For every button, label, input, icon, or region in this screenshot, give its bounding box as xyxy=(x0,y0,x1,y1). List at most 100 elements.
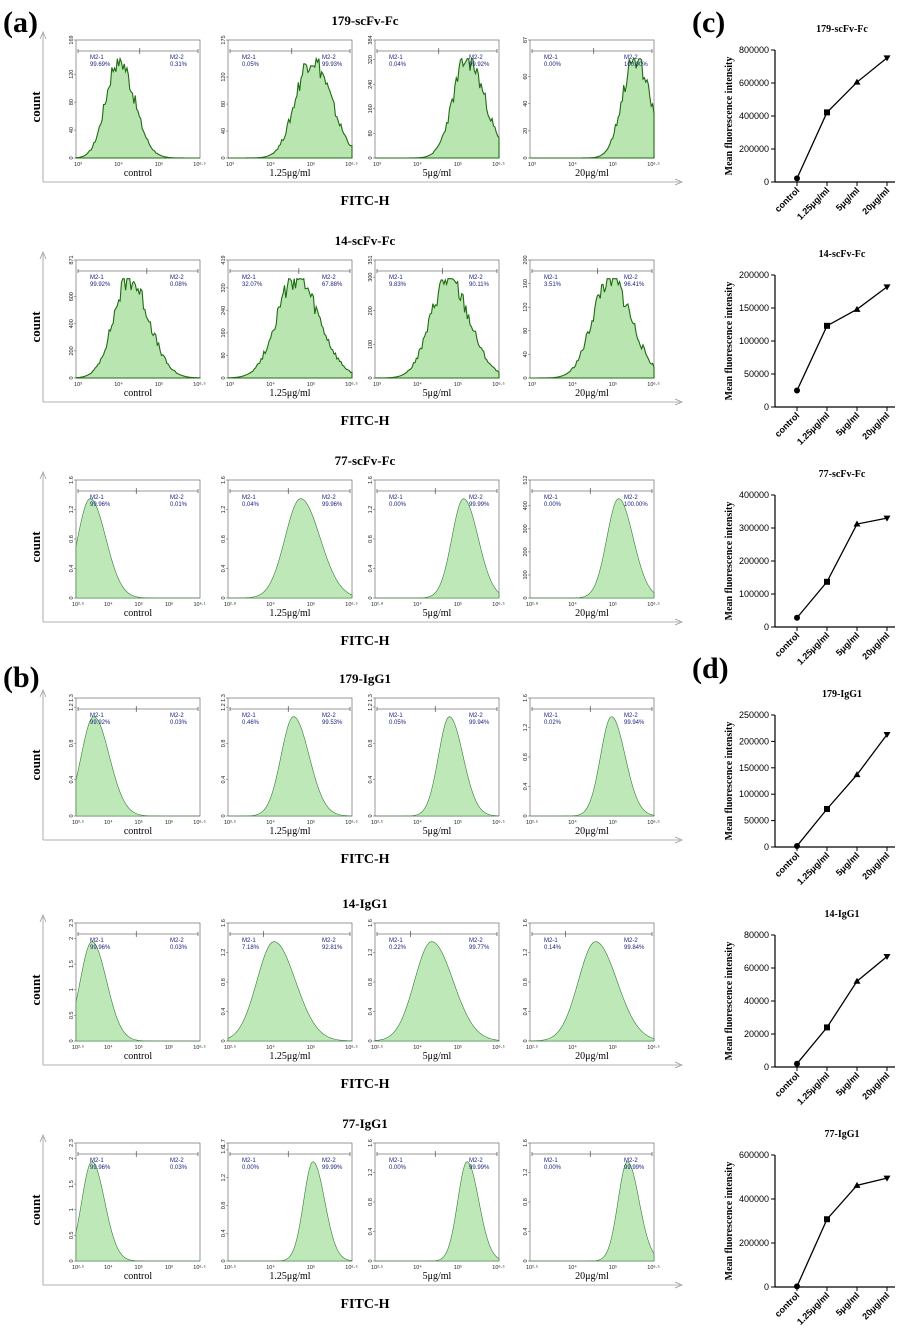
y-tick-label: 1.6 xyxy=(523,694,529,702)
gate-value-m21: 0.00% xyxy=(544,502,562,508)
count-axis-arrow xyxy=(39,30,47,40)
y-tick-label: 0 xyxy=(221,596,227,599)
fitc-axis-arrow xyxy=(674,1281,684,1289)
histogram-curve xyxy=(375,57,500,159)
y-tick-label: 1.2 xyxy=(221,506,227,514)
x-tick-label: 10²·⁶ xyxy=(72,601,84,608)
gate-value-m22: 99.53% xyxy=(322,720,343,726)
flow-row-title: 14-IgG1 xyxy=(342,896,388,911)
gate-label-m22: M2-2 xyxy=(170,495,184,501)
gate-label-m21: M2-1 xyxy=(90,275,104,281)
gate-value-m21: 99.96% xyxy=(90,945,111,951)
mfi-category-label: 1.25μg/ml xyxy=(795,1070,831,1106)
gate-value-m21: 0.05% xyxy=(389,720,407,726)
x-tick-label: 10²·⁵ xyxy=(526,1264,538,1271)
x-tick-label: 10⁴ xyxy=(413,1264,422,1271)
gate-label-m21: M2-1 xyxy=(242,938,256,944)
mfi-category-label: 5μg/ml xyxy=(834,410,862,438)
condition-label: 1.25μg/ml xyxy=(269,388,310,399)
histogram-plot: M2-10.46% M2-299.53% 0 0.4 0.8 1.21.3 10²·⁵ 10⁴… xyxy=(221,694,358,837)
y-tick-label: 0.4 xyxy=(221,1008,227,1016)
condition-label: 1.25μg/ml xyxy=(269,1051,310,1062)
x-tick-label: 10⁵ xyxy=(307,819,315,826)
x-tick-label: 10²·⁵ xyxy=(371,1264,383,1271)
mfi-chart-2: 77-scFv-Fc Mean fluorescence intensity 0 10… xyxy=(724,469,895,667)
x-tick-label: 10⁵ xyxy=(454,819,462,826)
y-tick-label: 384 xyxy=(368,35,374,44)
y-tick-label: 0.4 xyxy=(523,1008,529,1016)
mfi-category-label: 20μg/ml xyxy=(860,850,891,881)
gate-label-m21: M2-1 xyxy=(242,1158,256,1164)
gate-label-m22: M2-2 xyxy=(624,1158,638,1164)
mfi-category-label: 5μg/ml xyxy=(834,850,862,878)
x-tick-label: 10²·⁵ xyxy=(526,819,538,826)
fitc-axis-arrow xyxy=(674,618,684,626)
count-axis-arrow xyxy=(39,1133,47,1143)
flow-xlabel: FITC-H xyxy=(341,414,390,429)
gate-value-m21: 99.92% xyxy=(90,282,111,288)
condition-label: 20μg/ml xyxy=(575,388,609,399)
histogram-plot: M2-19.83% M2-290.11% 0 100 200 300 351 10³ 10⁴ 10… xyxy=(368,255,505,399)
panel-label: (a) xyxy=(3,6,38,39)
fitc-axis-arrow xyxy=(674,836,684,844)
gate-value-m22: 0.03% xyxy=(170,1165,188,1171)
x-tick-label: 10⁶ xyxy=(165,1264,173,1271)
mfi-y-tick-label: 150000 xyxy=(739,763,769,773)
histogram-curve xyxy=(530,1161,655,1262)
gate-label-m22: M2-2 xyxy=(322,1158,336,1164)
gate-value-m21: 9.83% xyxy=(389,282,407,288)
count-axis-arrow xyxy=(39,913,47,923)
gate-value-m22: 0.03% xyxy=(170,945,188,951)
gate-label-m21: M2-1 xyxy=(90,495,104,501)
histogram-plot: M2-10.00% M2-299.99% 0 0.4 0.8 1.2 1.6 10²·⁵ 10⁴… xyxy=(368,1139,505,1282)
y-tick-label: 1.2 xyxy=(523,949,529,957)
mfi-series-line xyxy=(796,955,888,1065)
gate-label-m22: M2-2 xyxy=(469,275,483,281)
condition-label: 20μg/ml xyxy=(575,1271,609,1282)
mfi-y-tick-label: 0 xyxy=(764,402,769,412)
gate-label-m21: M2-1 xyxy=(389,1158,403,1164)
gate-label-m21: M2-1 xyxy=(90,938,104,944)
y-tick-label: 0.4 xyxy=(368,1008,374,1016)
x-tick-label: 10⁵ xyxy=(609,819,617,826)
histogram-curve xyxy=(375,716,500,817)
histogram-plot: M2-10.00% M2-299.99% 0 0.4 0.8 1.2 1.6 10²·⁵ 10⁴… xyxy=(523,1139,660,1282)
mfi-y-tick-label: 0 xyxy=(764,177,769,187)
mfi-point xyxy=(824,1024,830,1031)
y-tick-label: 120 xyxy=(69,70,75,79)
gate-value-m22: 99.94% xyxy=(624,720,645,726)
gate-label-m21: M2-1 xyxy=(544,55,558,61)
condition-label: 1.25μg/ml xyxy=(269,608,310,619)
y-tick-label: 1.2 xyxy=(368,703,374,711)
x-tick-label: 10⁶·⁵ xyxy=(647,161,660,168)
y-tick-label: 1.3 xyxy=(221,694,227,702)
gate-value-m21: 99.69% xyxy=(90,62,111,68)
mfi-point xyxy=(853,305,861,312)
y-tick-label: 160 xyxy=(523,279,529,288)
x-tick-label: 10⁶·⁵ xyxy=(492,601,505,608)
histogram-plot: M2-10.05% M2-299.94% 0 0.4 0.8 1.21.3 10²·⁵ 10⁴… xyxy=(368,694,505,837)
histogram-curve xyxy=(228,56,353,159)
mfi-category-label: control xyxy=(773,1290,802,1319)
gate-label-m22: M2-2 xyxy=(322,55,336,61)
y-tick-label: 200 xyxy=(523,255,529,264)
condition-label: 5μg/ml xyxy=(423,826,452,837)
x-tick-label: 10⁶·⁵ xyxy=(193,381,206,388)
histogram-curve xyxy=(529,941,655,1042)
gate-label-m21: M2-1 xyxy=(389,275,403,281)
gate-value-m21: 0.14% xyxy=(544,945,562,951)
gate-value-m22: 99.99% xyxy=(469,502,490,508)
x-tick-label: 10⁵ xyxy=(609,1044,617,1051)
mfi-category-label: control xyxy=(773,410,802,439)
y-tick-label: 0.4 xyxy=(221,1229,227,1237)
condition-label: control xyxy=(124,1271,153,1282)
mfi-category-label: 1.25μg/ml xyxy=(795,630,831,666)
mfi-point xyxy=(853,771,861,778)
x-tick-label: 10⁵ xyxy=(454,601,462,608)
x-tick-label: 10⁵ xyxy=(307,601,315,608)
gate-label-m22: M2-2 xyxy=(170,275,184,281)
flow-xlabel: FITC-H xyxy=(341,194,390,209)
mfi-category-label: control xyxy=(773,185,802,214)
mfi-ylabel: Mean fluorescence intensity xyxy=(724,942,735,1061)
y-tick-label: 0.5 xyxy=(69,1012,75,1020)
